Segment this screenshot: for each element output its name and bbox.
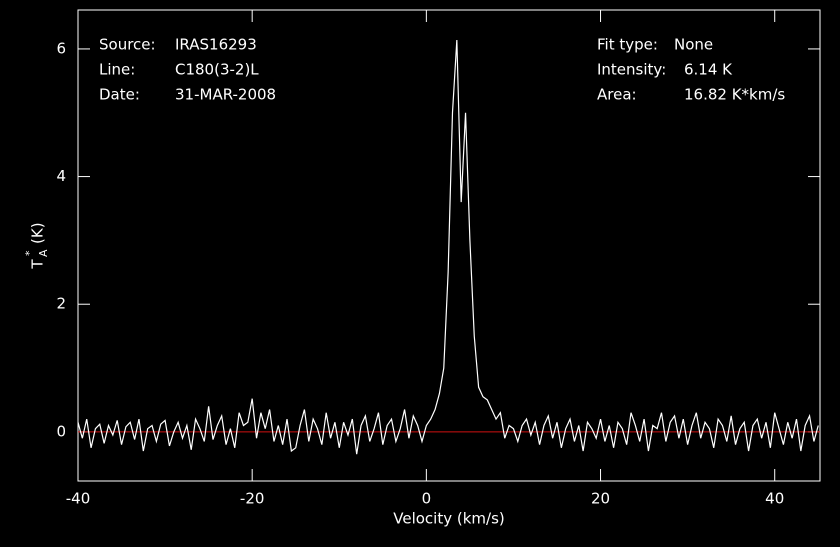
info-label: Area: xyxy=(597,86,637,104)
info-value: None xyxy=(674,36,713,54)
info-label: Line: xyxy=(99,61,135,79)
spectrum-line xyxy=(77,39,819,455)
y-label-base: T xyxy=(29,259,47,270)
y-label-sub: A xyxy=(37,249,50,257)
info-value: 6.14 K xyxy=(684,61,733,79)
info-value: IRAS16293 xyxy=(175,36,257,54)
info-label: Source: xyxy=(99,36,156,54)
x-tick-label: 40 xyxy=(765,490,784,508)
y-label-unit: (K) xyxy=(29,222,47,244)
info-label: Date: xyxy=(99,86,140,104)
y-tick-label: 2 xyxy=(56,295,66,313)
info-label: Intensity: xyxy=(597,61,666,79)
x-tick-label: -20 xyxy=(240,490,265,508)
x-tick-label: 20 xyxy=(591,490,610,508)
y-tick-label: 0 xyxy=(56,422,66,440)
info-value: 31-MAR-2008 xyxy=(175,86,276,104)
info-value: C180(3-2)L xyxy=(175,61,259,79)
y-label-sup: * xyxy=(23,250,36,256)
y-axis-label: T * A (K) xyxy=(23,222,50,269)
y-tick-label: 6 xyxy=(56,39,66,57)
x-tick-label: 0 xyxy=(422,490,432,508)
x-tick-label: -40 xyxy=(66,490,91,508)
info-label: Fit type: xyxy=(597,36,658,54)
y-tick-label: 4 xyxy=(56,167,66,185)
plot-frame xyxy=(77,9,821,482)
info-value: 16.82 K*km/s xyxy=(684,86,785,104)
x-axis-label: Velocity (km/s) xyxy=(393,510,504,528)
